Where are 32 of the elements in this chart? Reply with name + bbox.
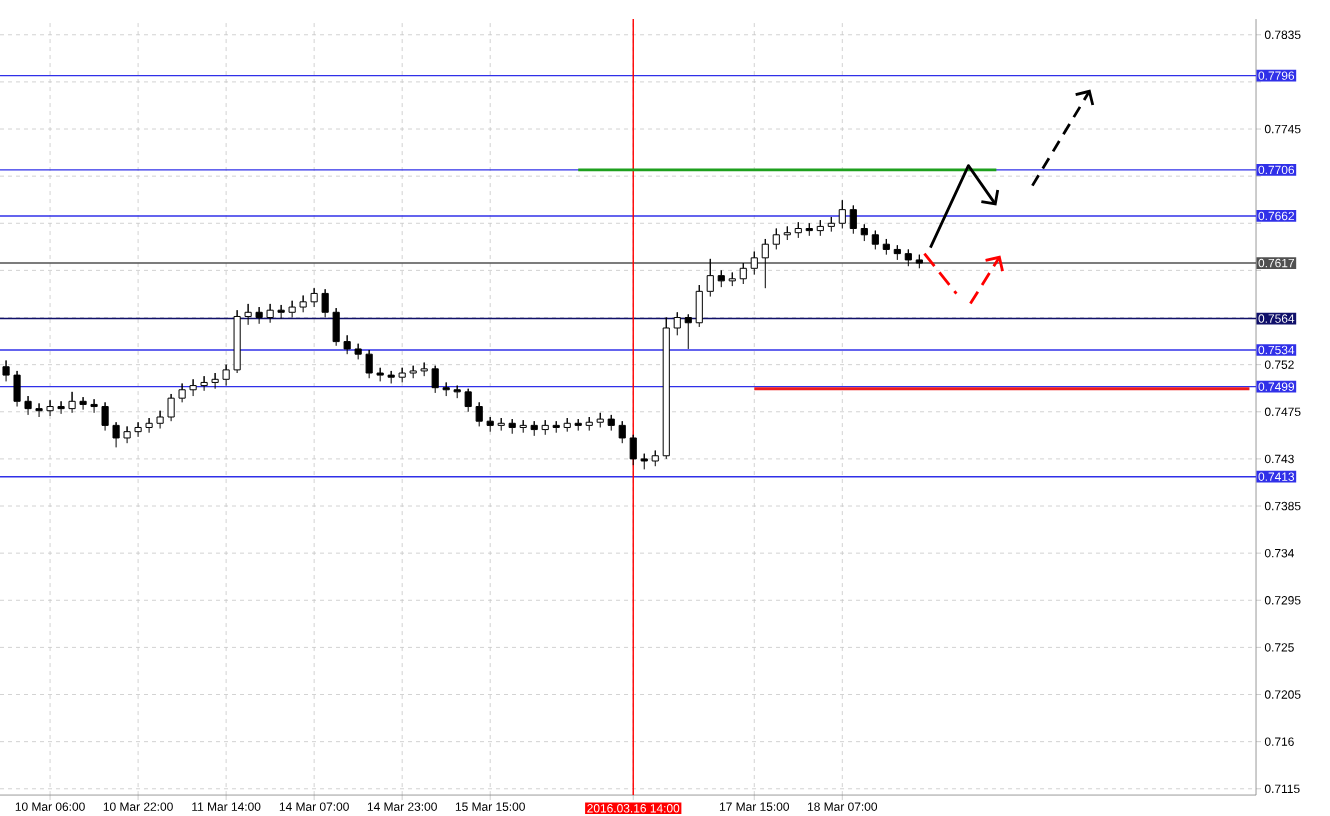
candlestick: [585, 416, 593, 432]
candlestick: [629, 434, 637, 466]
candlestick: [805, 222, 813, 237]
candlestick: [827, 216, 835, 233]
candlestick: [882, 238, 890, 256]
candlestick: [618, 420, 626, 444]
candlestick: [673, 311, 681, 336]
candlestick: [904, 248, 912, 267]
candlestick: [684, 313, 692, 350]
candlestick: [596, 412, 604, 428]
candlestick: [794, 221, 802, 239]
candlestick: [695, 284, 703, 328]
candlestick: [772, 228, 780, 250]
candlestick: [893, 244, 901, 261]
candlestick: [739, 262, 747, 285]
candlestick: [662, 317, 670, 460]
candlestick: [761, 238, 769, 289]
candlestick: [640, 453, 648, 470]
candlestick: [607, 414, 615, 432]
candlestick: [783, 225, 791, 241]
candlestick: [871, 230, 879, 250]
candlestick: [915, 254, 923, 269]
candlestick: [728, 271, 736, 287]
candlestick: [750, 251, 758, 276]
candlestick: [860, 223, 868, 242]
candlestick: [838, 199, 846, 229]
candlestick: [651, 450, 659, 467]
candlestick: [717, 269, 725, 288]
candlestick: [574, 418, 582, 432]
candlestick: [706, 258, 714, 298]
candlestick: [816, 219, 824, 237]
candlestick: [849, 204, 857, 235]
